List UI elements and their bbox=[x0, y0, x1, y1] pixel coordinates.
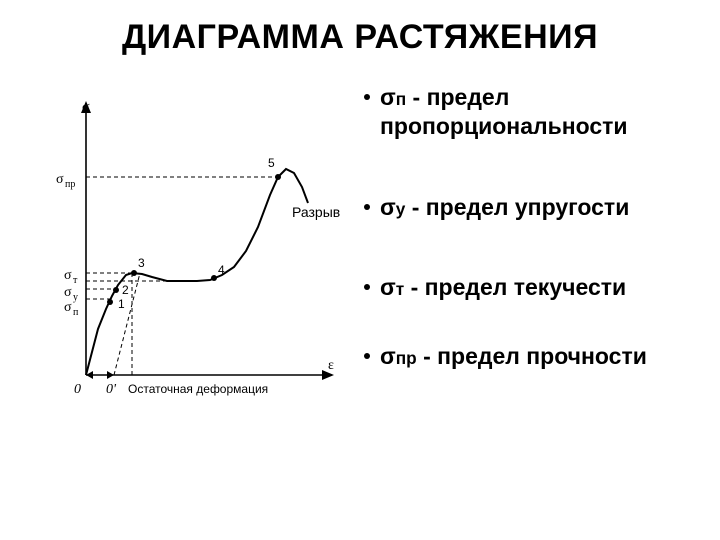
svg-text:1: 1 bbox=[118, 297, 125, 311]
bullet-item: σу - предел упругости bbox=[364, 193, 698, 222]
svg-text:σ: σ bbox=[64, 300, 72, 315]
bullet-dot bbox=[364, 204, 370, 210]
svg-text:σ: σ bbox=[82, 100, 90, 115]
svg-text:пр: пр bbox=[65, 179, 75, 190]
bullet-dot bbox=[364, 94, 370, 100]
svg-text:у: у bbox=[73, 292, 78, 303]
svg-text:п: п bbox=[73, 307, 79, 318]
svg-text:0: 0 bbox=[74, 382, 81, 397]
bullet-text: σу - предел упругости bbox=[380, 193, 698, 222]
bullet-dot bbox=[364, 353, 370, 359]
bullet-item: σпр - предел прочности bbox=[364, 342, 698, 371]
stress-strain-chart: 12345σσпрσтσуσпεРазрывОстаточная деформа… bbox=[22, 77, 352, 417]
bullet-text: σт - предел текучести bbox=[380, 273, 698, 302]
bullet-list: σп - предел пропорциональности σу - преде… bbox=[364, 77, 698, 417]
bullet-item: σп - предел пропорциональности bbox=[364, 83, 698, 141]
bullet-dot bbox=[364, 284, 370, 290]
svg-text:σ: σ bbox=[64, 285, 72, 300]
bullet-text: σпр - предел прочности bbox=[380, 342, 698, 371]
svg-text:2: 2 bbox=[122, 283, 129, 297]
bullet-item: σт - предел текучести bbox=[364, 273, 698, 302]
svg-text:σ: σ bbox=[64, 268, 72, 283]
svg-text:ε: ε bbox=[328, 358, 334, 373]
svg-text:Разрыв: Разрыв bbox=[292, 204, 340, 220]
svg-text:5: 5 bbox=[268, 156, 275, 170]
content-row: 12345σσпрσтσуσпεРазрывОстаточная деформа… bbox=[0, 57, 720, 417]
svg-text:4: 4 bbox=[218, 263, 225, 277]
chart-svg: 12345σσпрσтσуσпεРазрывОстаточная деформа… bbox=[22, 77, 352, 417]
svg-text:3: 3 bbox=[138, 256, 145, 270]
svg-text:σ: σ bbox=[56, 172, 64, 187]
svg-text:Остаточная деформация: Остаточная деформация bbox=[128, 382, 268, 396]
bullet-text: σп - предел пропорциональности bbox=[380, 83, 698, 141]
page-title: ДИАГРАММА РАСТЯЖЕНИЯ bbox=[0, 0, 720, 57]
svg-text:0': 0' bbox=[106, 382, 117, 397]
svg-text:т: т bbox=[73, 275, 78, 286]
